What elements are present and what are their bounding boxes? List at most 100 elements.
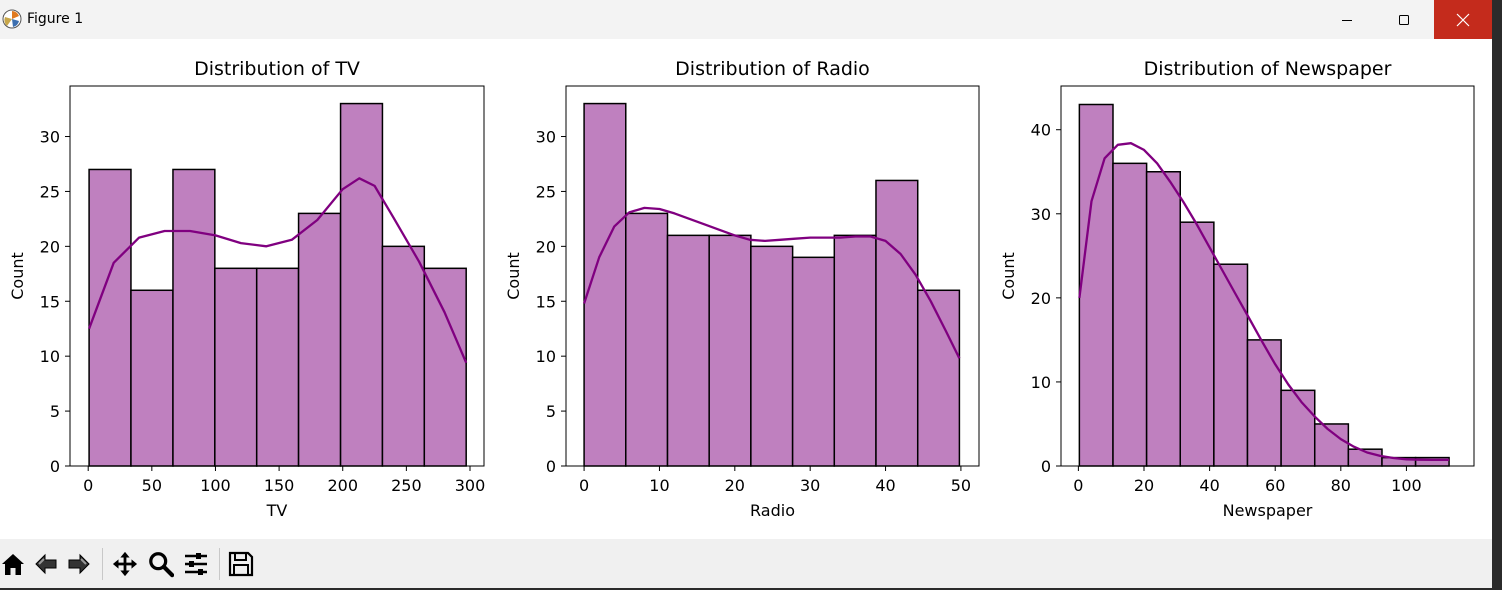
y-tick-label: 25 [40,182,60,201]
pan-button[interactable] [112,551,138,577]
x-axis-label: TV [266,501,288,520]
y-tick-label: 25 [536,182,556,201]
y-tick-label: 10 [40,347,60,366]
figure-svg: 0 50 100 150 200 250 300051015202530Distributi… [8,58,1475,520]
y-tick-label: 20 [1031,289,1051,308]
y-tick-label: 40 [1031,121,1051,140]
x-tick-label: 80 [1331,476,1351,495]
x-tick-label: 250 [391,476,422,495]
histogram-bar [423,267,467,467]
toolbar-separator [219,548,220,580]
kde-line [1078,142,1450,462]
x-tick-label: 0 [579,476,589,495]
y-tick-label: 0 [546,457,556,476]
histogram-bar [1112,162,1148,467]
axes-frame [1060,85,1475,467]
forward-icon [68,553,90,575]
configure-subplots-button[interactable] [183,551,209,577]
histogram-bar [1078,103,1114,467]
histogram-bar [875,179,919,467]
histogram-bar [339,102,384,467]
histogram-bar [381,245,426,467]
subplot-1 [65,85,485,471]
histogram-bar [1313,423,1350,467]
y-tick-label: 15 [536,292,556,311]
histogram-bar [1213,263,1249,467]
axes-frame [69,85,485,467]
histogram-bar [1246,339,1282,467]
y-tick-label: 0 [1041,457,1051,476]
histogram-bar [1145,171,1181,467]
x-tick-label: 60 [1265,476,1285,495]
x-tick-label: 20 [1134,476,1154,495]
x-tick-label: 0 [1073,476,1083,495]
toolbar-separator [102,548,103,580]
y-tick-label: 5 [546,402,556,421]
pan-icon [112,551,138,577]
zoom-button[interactable] [148,551,174,578]
subplot-title: Distribution of Newspaper [1144,58,1392,80]
forward-button[interactable] [66,551,92,577]
y-axis-label: Count [504,252,523,300]
home-icon [2,554,24,575]
x-tick-label: 40 [875,476,895,495]
y-tick-label: 20 [536,237,556,256]
configure-subplots-icon [185,553,207,575]
zoom-icon [149,552,174,578]
x-tick-label: 100 [1391,476,1422,495]
histogram-bar [1179,221,1215,467]
histogram-bar [172,168,216,467]
y-tick-label: 30 [40,128,60,147]
y-tick-label: 10 [1031,373,1051,392]
subplot-title: Distribution of Radio [675,58,870,80]
x-tick-label: 300 [455,476,486,495]
y-tick-label: 5 [50,402,60,421]
x-tick-label: 150 [264,476,295,495]
matplotlib-app-icon [2,9,22,29]
histogram-bar [1280,389,1316,467]
kde-line [88,177,468,364]
x-tick-label: 50 [142,476,162,495]
x-tick-label: 0 [83,476,93,495]
histogram-bar [255,267,300,467]
title-bar: Figure 1 [0,0,1492,39]
histogram-bar [708,234,752,467]
axes-frame [565,85,980,467]
minimize-button[interactable] [1319,0,1375,39]
minimize-icon [1342,19,1352,21]
close-icon [1456,13,1470,26]
home-button[interactable] [0,551,26,577]
y-tick-label: 30 [536,128,556,147]
maximize-icon [1399,14,1409,25]
histogram-bar [791,256,836,467]
figure-canvas[interactable]: 0 50 100 150 200 250 300 0 5 10 15 20 25 30 Distributi… [0,39,1492,539]
histogram-bar [214,267,258,467]
maximize-button[interactable] [1376,0,1432,39]
x-tick-label: 200 [327,476,358,495]
x-tick-label: 20 [725,476,745,495]
y-tick-label: 20 [40,237,60,256]
y-tick-label: 15 [40,292,60,311]
kde-line [583,206,961,359]
save-button[interactable] [228,551,254,577]
save-icon [228,551,254,577]
y-tick-label: 30 [1031,205,1051,224]
x-tick-label: 40 [1199,476,1219,495]
y-axis-label: Count [8,252,27,300]
x-tick-label: 30 [800,476,820,495]
histogram-bar [833,234,877,467]
subplot-2 [561,85,980,471]
close-button[interactable] [1434,0,1492,39]
back-button[interactable] [33,551,59,577]
x-tick-label: 100 [200,476,231,495]
x-axis-label: Radio [750,501,795,520]
subplot-title: Distribution of TV [194,58,360,80]
x-tick-label: 50 [951,476,971,495]
histogram-bar [625,212,669,467]
histogram-bar [666,234,710,467]
navigation-toolbar [0,539,1492,588]
y-tick-label: 0 [50,457,60,476]
histogram-bar [297,212,342,467]
x-axis-label: Newspaper [1223,501,1313,520]
